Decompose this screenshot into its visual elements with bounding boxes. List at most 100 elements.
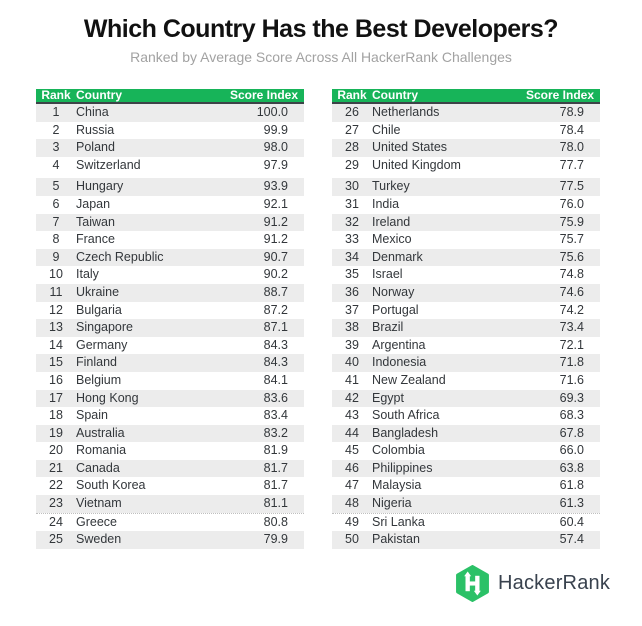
table-row: 33 Mexico 75.7 [332, 231, 600, 249]
score-cell: 78.4 [559, 122, 584, 137]
table-row: 9 Czech Republic 90.7 [36, 248, 304, 267]
table-row: 23 Vietnam 81.1 [36, 495, 304, 513]
table-row: 8 France 91.2 [36, 231, 304, 249]
country-cell: South Africa [372, 408, 440, 423]
score-cell: 84.3 [263, 337, 288, 352]
country-cell: Pakistan [372, 532, 420, 547]
rank-cell: 18 [49, 408, 63, 423]
score-cell: 81.7 [263, 478, 288, 493]
table-row: 30 Turkey 77.5 [332, 178, 600, 196]
country-cell: Vietnam [76, 496, 122, 511]
table-header: Rank Country Score Index [332, 89, 600, 104]
rank-cell: 36 [345, 284, 359, 299]
country-cell: Indonesia [372, 355, 427, 370]
rank-cell: 43 [345, 408, 359, 423]
table-row: 17 Hong Kong 83.6 [36, 389, 304, 408]
rank-cell: 46 [345, 460, 359, 475]
rank-cell: 45 [345, 443, 359, 458]
rank-cell: 39 [345, 337, 359, 352]
score-cell: 92.1 [263, 196, 288, 211]
country-cell: Czech Republic [76, 249, 164, 264]
country-cell: Egypt [372, 390, 404, 405]
score-cell: 71.8 [559, 355, 584, 370]
country-cell: Mexico [372, 232, 412, 247]
score-cell: 57.4 [559, 532, 584, 547]
score-cell: 77.5 [559, 179, 584, 194]
score-cell: 67.8 [559, 425, 584, 440]
table-row: 7 Taiwan 91.2 [36, 213, 304, 232]
rank-cell: 6 [52, 196, 60, 211]
table-row: 2 Russia 99.9 [36, 122, 304, 140]
score-cell: 98.0 [263, 140, 288, 155]
table-row: 38 Brazil 73.4 [332, 319, 600, 337]
table-row: 21 Canada 81.7 [36, 459, 304, 478]
country-cell: Nigeria [372, 496, 412, 511]
score-cell: 74.6 [559, 284, 584, 299]
table-row: 12 Bulgaria 87.2 [36, 302, 304, 320]
score-cell: 71.6 [559, 372, 584, 387]
country-cell: Philippines [372, 460, 433, 475]
rank-cell: 47 [345, 478, 359, 493]
score-cell: 81.9 [263, 443, 288, 458]
rank-cell: 32 [345, 214, 359, 229]
country-cell: Sri Lanka [372, 514, 425, 529]
rank-cell: 28 [345, 140, 359, 155]
table-row: 50 Pakistan 57.4 [332, 531, 600, 549]
country-cell: China [76, 105, 109, 119]
table-row: 48 Nigeria 61.3 [332, 495, 600, 513]
rank-cell: 15 [49, 355, 63, 370]
rank-cell: 35 [345, 267, 359, 282]
country-cell: Bangladesh [372, 425, 439, 440]
table-row: 43 South Africa 68.3 [332, 407, 600, 425]
rank-cell: 23 [49, 496, 63, 511]
score-cell: 79.9 [263, 532, 288, 547]
table-row: 18 Spain 83.4 [36, 407, 304, 425]
country-cell: Singapore [76, 320, 133, 335]
rank-cell: 14 [49, 337, 63, 352]
score-cell: 90.7 [263, 249, 288, 264]
country-cell: France [76, 232, 115, 247]
table-row: 40 Indonesia 71.8 [332, 354, 600, 372]
country-cell: Sweden [76, 532, 122, 547]
rank-cell: 29 [345, 157, 359, 172]
rank-cell: 30 [345, 179, 359, 194]
country-cell: Bulgaria [76, 302, 122, 317]
rank-cell: 1 [52, 105, 60, 119]
column-header-rank: Rank [41, 88, 71, 102]
column-header-rank: Rank [337, 88, 367, 102]
rank-cell: 41 [345, 372, 359, 387]
rank-cell: 7 [52, 214, 60, 229]
score-cell: 69.3 [559, 390, 584, 405]
country-cell: Canada [76, 460, 120, 475]
score-cell: 68.3 [559, 408, 584, 423]
score-cell: 72.1 [559, 337, 584, 352]
table-row: 14 Germany 84.3 [36, 337, 304, 355]
score-cell: 99.9 [263, 122, 288, 137]
country-cell: India [372, 196, 400, 211]
table-row: 37 Portugal 74.2 [332, 302, 600, 320]
table-row: 22 South Korea 81.7 [36, 477, 304, 495]
table-row: 47 Malaysia 61.8 [332, 477, 600, 495]
score-cell: 74.8 [559, 267, 584, 282]
country-cell: United States [372, 140, 448, 155]
rank-cell: 12 [49, 302, 63, 317]
table-row: 10 Italy 90.2 [36, 266, 304, 284]
country-cell: Israel [372, 267, 403, 282]
column-header-score-index: Score Index [229, 88, 298, 102]
score-cell: 90.2 [263, 267, 288, 282]
rank-table-right: Rank Country Score Index 26 Netherlands 78… [332, 89, 600, 549]
score-cell: 75.9 [559, 214, 584, 229]
rank-cell: 26 [345, 105, 359, 119]
table-row: 41 New Zealand 71.6 [332, 372, 600, 390]
column-header-score-index: Score Index [525, 88, 594, 102]
country-cell: Belgium [76, 372, 122, 387]
score-cell: 61.8 [559, 478, 584, 493]
score-cell: 60.4 [559, 514, 584, 529]
country-cell: Portugal [372, 302, 419, 317]
country-cell: Romania [76, 443, 127, 458]
table-row: 32 Ireland 75.9 [332, 213, 600, 232]
rank-cell: 19 [49, 425, 63, 440]
table-row: 11 Ukraine 88.7 [36, 283, 304, 302]
score-cell: 75.6 [559, 249, 584, 264]
score-cell: 88.7 [263, 284, 288, 299]
